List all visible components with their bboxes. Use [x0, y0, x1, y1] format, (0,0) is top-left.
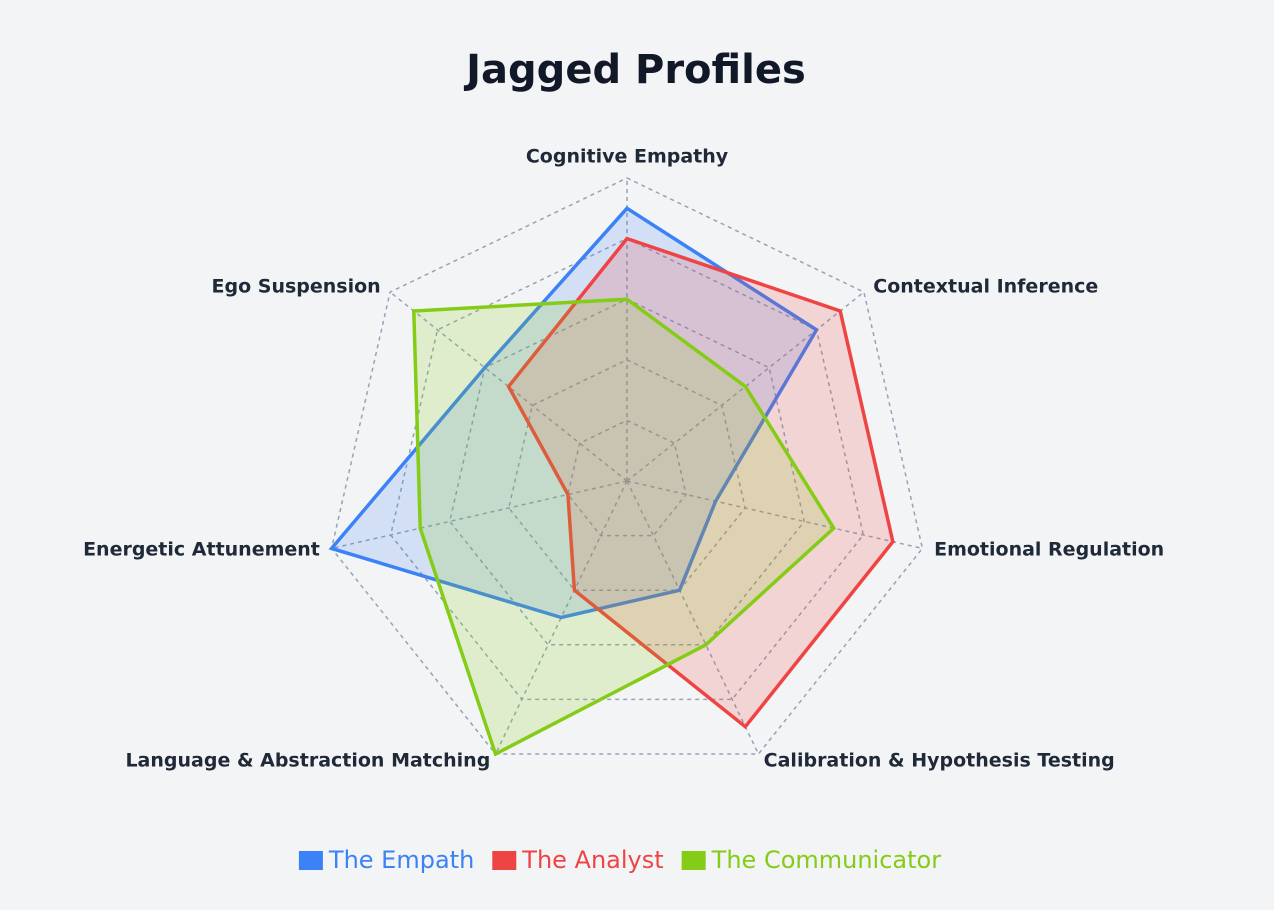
series-area [506, 236, 895, 730]
axis-label: Calibration & Hypothesis Testing [764, 750, 1115, 772]
axis-label: Contextual Inference [873, 276, 1098, 298]
grid-ring [330, 177, 924, 755]
grid-ring [389, 237, 865, 701]
legend-swatch [681, 851, 706, 870]
series-area [411, 297, 837, 757]
legend-label: The Communicator [711, 846, 942, 874]
axis-spoke [626, 480, 923, 550]
legend-label: The Analyst [521, 846, 663, 874]
grid-ring [448, 298, 806, 646]
axis-spoke [494, 480, 628, 755]
axis-spoke [626, 291, 865, 482]
legend-swatch [492, 851, 517, 870]
legend-swatch [298, 851, 323, 870]
grid-ring [508, 358, 746, 591]
axis-label: Emotional Regulation [934, 539, 1164, 561]
grid-ring [567, 419, 687, 537]
axis-label: Language & Abstraction Matching [125, 750, 490, 772]
axis-spoke [389, 291, 628, 482]
series-area [328, 206, 819, 620]
axis-label: Energetic Attunement [83, 539, 320, 561]
axis-label: Ego Suspension [212, 276, 381, 298]
axis-label: Cognitive Empathy [526, 146, 729, 168]
axis-spoke [626, 480, 760, 755]
axis-spoke [331, 480, 628, 550]
legend-label: The Empath [328, 846, 474, 874]
legend: The Empath The Analyst The Communicator [298, 846, 942, 874]
chart-title: Jagged Profiles [463, 47, 806, 93]
